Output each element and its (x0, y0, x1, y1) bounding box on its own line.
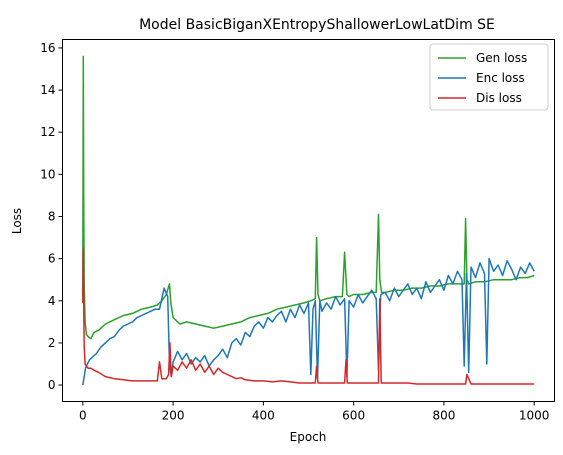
y-tick-label: 8 (48, 209, 56, 223)
y-tick-label: 14 (40, 83, 55, 97)
y-axis: 0 2 4 6 8 10 12 14 16 (40, 41, 63, 392)
y-tick-label: 4 (48, 294, 56, 308)
y-tick-label: 10 (40, 167, 55, 181)
x-tick-label: 800 (432, 409, 455, 423)
y-axis-label: Loss (10, 208, 24, 234)
y-tick-label: 2 (48, 336, 56, 350)
legend-label-enc-loss: Enc loss (476, 71, 525, 85)
plot-frame (62, 39, 555, 402)
y-tick-label: 12 (40, 125, 55, 139)
plot-series (82, 55, 535, 386)
legend-box (429, 43, 549, 111)
y-tick-label: 6 (48, 252, 56, 266)
y-tick-label: 16 (40, 41, 55, 55)
legend: Gen loss Enc loss Dis loss (429, 43, 549, 111)
x-tick-label: 400 (252, 409, 275, 423)
legend-label-gen-loss: Gen loss (476, 51, 527, 65)
x-tick-label: 200 (162, 409, 185, 423)
legend-label-dis-loss: Dis loss (476, 91, 522, 105)
x-tick-label: 1000 (519, 409, 550, 423)
x-axis-label: Epoch (290, 430, 327, 444)
series-line-dis-loss (82, 247, 535, 385)
x-tick-label: 600 (342, 409, 365, 423)
chart-title: Model BasicBiganXEntropyShallowerLowLatD… (139, 17, 495, 33)
y-tick-label: 0 (48, 378, 56, 392)
x-tick-label: 0 (79, 409, 87, 423)
series-line-enc-loss (82, 257, 535, 386)
x-axis: 0 200 400 600 800 1000 (79, 401, 550, 423)
